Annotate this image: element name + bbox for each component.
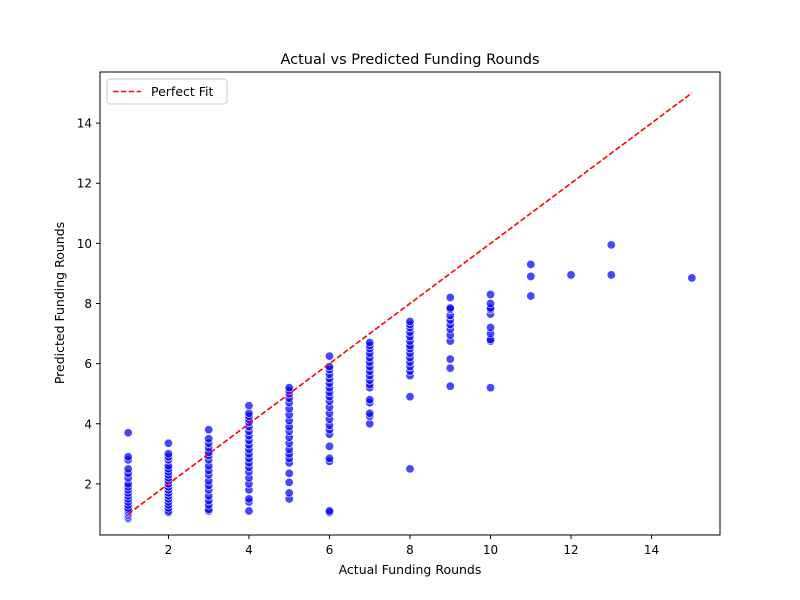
data-point [445, 381, 455, 391]
data-point [486, 298, 496, 308]
x-tick-label: 6 [326, 543, 334, 557]
chart-title: Actual vs Predicted Funding Rounds [280, 52, 539, 68]
data-point [365, 408, 375, 418]
data-point [486, 289, 496, 299]
y-tick-label: 12 [77, 177, 92, 191]
y-axis-ticks: 2 4 6 8 10 12 14 [77, 117, 100, 491]
legend: Perfect Fit [106, 78, 228, 105]
data-point [123, 452, 133, 462]
data-point [163, 449, 173, 459]
data-point [445, 303, 455, 313]
y-tick-label: 8 [84, 297, 92, 311]
data-point [324, 506, 334, 516]
data-point [324, 441, 334, 451]
y-tick-label: 2 [84, 477, 92, 491]
data-point [445, 292, 455, 302]
data-point [284, 468, 294, 478]
data-point [284, 488, 294, 498]
data-point [123, 428, 133, 438]
data-point [244, 494, 254, 504]
data-point [365, 338, 375, 348]
scatter-points [123, 240, 697, 523]
x-tick-label: 12 [563, 543, 578, 557]
x-tick-label: 8 [406, 543, 414, 557]
data-point [486, 323, 496, 333]
data-point [526, 271, 536, 281]
data-point [324, 453, 334, 463]
y-axis-label: Predicted Funding Rounds [52, 222, 67, 384]
data-point [123, 464, 133, 474]
data-point [606, 270, 616, 280]
x-tick-label: 14 [644, 543, 659, 557]
data-point [566, 270, 576, 280]
data-point [244, 506, 254, 516]
data-point [445, 363, 455, 373]
data-point [204, 425, 214, 435]
x-axis-label: Actual Funding Rounds [339, 562, 482, 577]
y-tick-label: 14 [77, 117, 92, 131]
perfect-fit-line [127, 92, 693, 515]
x-tick-label: 4 [245, 543, 253, 557]
data-point [365, 419, 375, 429]
x-axis-ticks: 2 4 6 8 10 12 14 [165, 535, 659, 557]
data-point [244, 408, 254, 418]
x-tick-label: 10 [483, 543, 498, 557]
data-point [445, 354, 455, 364]
data-point [244, 401, 254, 411]
data-point [687, 273, 697, 283]
legend-label-perfect-fit: Perfect Fit [151, 84, 214, 99]
data-point [284, 383, 294, 393]
y-tick-label: 6 [84, 357, 92, 371]
data-point [486, 383, 496, 393]
data-point [163, 438, 173, 448]
data-point [526, 259, 536, 269]
y-tick-label: 10 [77, 237, 92, 251]
data-point [405, 392, 415, 402]
data-point [405, 317, 415, 327]
perfect-fit-layer [127, 92, 693, 515]
data-point [324, 351, 334, 361]
legend-box [106, 78, 228, 105]
y-tick-label: 4 [84, 417, 92, 431]
x-tick-label: 2 [165, 543, 173, 557]
data-point [204, 434, 214, 444]
data-point [284, 477, 294, 487]
data-point [405, 464, 415, 474]
data-point [526, 291, 536, 301]
data-point [606, 240, 616, 250]
data-point [365, 395, 375, 405]
